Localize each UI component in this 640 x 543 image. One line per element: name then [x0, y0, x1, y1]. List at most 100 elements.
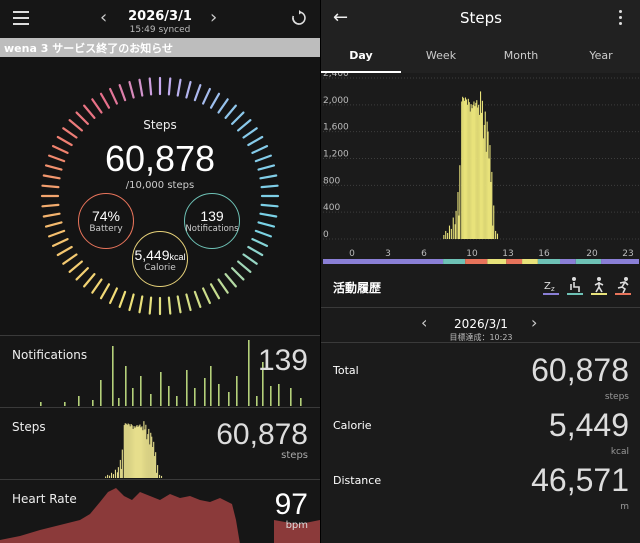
- notification-bar: [168, 386, 170, 406]
- steps-bar: [484, 111, 486, 239]
- ring-tick: [176, 78, 182, 97]
- steps-bar: [488, 158, 490, 239]
- notifications-histogram: [40, 340, 302, 406]
- back-arrow-icon[interactable]: ←: [333, 7, 349, 28]
- goal-reached-time: 目標達成：10:23: [449, 333, 513, 342]
- x-tick-label: 23: [622, 249, 633, 259]
- total-unit: steps: [604, 392, 629, 402]
- steps-mini-bar: [157, 465, 159, 478]
- notifications-card[interactable]: Notifications 139: [0, 335, 320, 407]
- ring-tick: [109, 87, 118, 105]
- steps-mini-bar: [132, 428, 134, 478]
- activity-history-title: 活動履歴: [333, 281, 382, 295]
- next-day-button[interactable]: ›: [210, 7, 218, 28]
- more-vert-icon[interactable]: [619, 10, 623, 28]
- ring-tick: [118, 84, 127, 102]
- battery-circle[interactable]: 74% Battery: [78, 193, 134, 249]
- ring-tick: [91, 98, 103, 114]
- ring-tick: [254, 229, 272, 238]
- running-color-bar: [615, 293, 631, 295]
- tab-week[interactable]: Week: [425, 49, 457, 62]
- steps-mini-bar: [160, 475, 163, 478]
- steps-mini-bar: [150, 432, 152, 478]
- steps-bar: [461, 101, 463, 240]
- menu-icon[interactable]: [13, 11, 29, 25]
- activity-strip-segment: [537, 259, 560, 264]
- notifications-label: Notifications: [185, 224, 239, 234]
- prev-day-button[interactable]: ‹: [100, 7, 108, 28]
- heart-rate-card[interactable]: Heart Rate 97 bpm: [0, 479, 320, 543]
- sitting-icon[interactable]: [566, 276, 584, 294]
- ring-tick: [48, 154, 66, 163]
- steps-mini-bar: [136, 425, 138, 478]
- steps-card[interactable]: Steps 60,878 steps: [0, 407, 320, 479]
- ring-tick: [138, 295, 144, 314]
- running-icon[interactable]: [614, 276, 632, 294]
- notification-bar: [125, 366, 127, 406]
- sleep-color-bar: [543, 293, 559, 295]
- ring-tick: [48, 229, 66, 238]
- steps-mini-bar: [142, 430, 144, 478]
- notification-bar: [248, 340, 250, 406]
- ring-tick: [148, 77, 153, 96]
- steps-bar: [454, 224, 456, 239]
- notification-bar: [140, 376, 142, 406]
- notifications-circle[interactable]: 139 Notifications: [184, 193, 240, 249]
- steps-mini-bar: [125, 423, 127, 478]
- notification-bar: [160, 372, 162, 406]
- ring-tick: [247, 135, 264, 147]
- tab-day[interactable]: Day: [349, 49, 373, 62]
- tab-year[interactable]: Year: [589, 49, 613, 62]
- notification-bar: [92, 400, 94, 406]
- ring-tick: [41, 203, 60, 208]
- tab-month[interactable]: Month: [503, 49, 539, 62]
- notification-bar: [118, 398, 120, 406]
- next-date-button[interactable]: ›: [531, 313, 538, 332]
- sync-icon[interactable]: [291, 10, 307, 26]
- ring-tick: [202, 287, 211, 305]
- steps-bar: [472, 104, 474, 239]
- notification-bar: [256, 396, 258, 406]
- steps-bar: [459, 165, 461, 239]
- steps-mini-bar: [147, 434, 149, 478]
- ring-tick: [209, 283, 221, 300]
- ring-tick: [242, 127, 258, 139]
- steps-mini-bar: [129, 426, 131, 478]
- steps-bar: [487, 131, 489, 239]
- calorie-circle[interactable]: 5,449kcal Calorie: [132, 231, 188, 287]
- steps-bar: [492, 225, 494, 239]
- ring-tick: [118, 290, 127, 308]
- ring-tick: [237, 119, 252, 132]
- ring-tick: [83, 273, 96, 288]
- notification-bar: [290, 388, 292, 406]
- notification-bar: [176, 396, 178, 406]
- ring-tick: [224, 104, 237, 119]
- steps-mini-bar: [146, 439, 148, 478]
- steps-goal: /10,000 steps: [125, 180, 195, 191]
- steps-day-chart[interactable]: 0 400 800 1,200 1,600 2,000 2,400 0 3 6 10 13 16 20 23: [321, 73, 640, 270]
- ring-tick: [237, 260, 252, 273]
- notification-bar: [262, 362, 264, 406]
- calorie-unit: kcal: [169, 252, 186, 262]
- steps-mini-bar: [128, 424, 130, 478]
- steps-bar: [471, 108, 473, 239]
- steps-mini-bar: [140, 427, 142, 478]
- ring-tick: [167, 296, 172, 315]
- notification-bar: [150, 394, 152, 406]
- steps-bar: [480, 91, 482, 240]
- ring-tick: [83, 104, 96, 119]
- steps-mini-bar: [159, 474, 161, 478]
- ring-tick: [185, 293, 192, 312]
- notification-bar: [204, 378, 206, 406]
- steps-mini-bar: [141, 426, 143, 478]
- steps-bar: [491, 171, 493, 239]
- y-tick-label: 1,200: [323, 150, 349, 160]
- prev-date-button[interactable]: ‹: [421, 313, 428, 332]
- steps-mini-bar: [127, 423, 129, 478]
- ring-tick: [185, 80, 192, 99]
- distance-stat: Distance 46,571 m: [321, 462, 640, 517]
- walking-icon[interactable]: [590, 276, 608, 294]
- service-notice-banner[interactable]: wena 3 サービス終了のお知らせ: [0, 38, 320, 57]
- ring-tick: [254, 154, 272, 163]
